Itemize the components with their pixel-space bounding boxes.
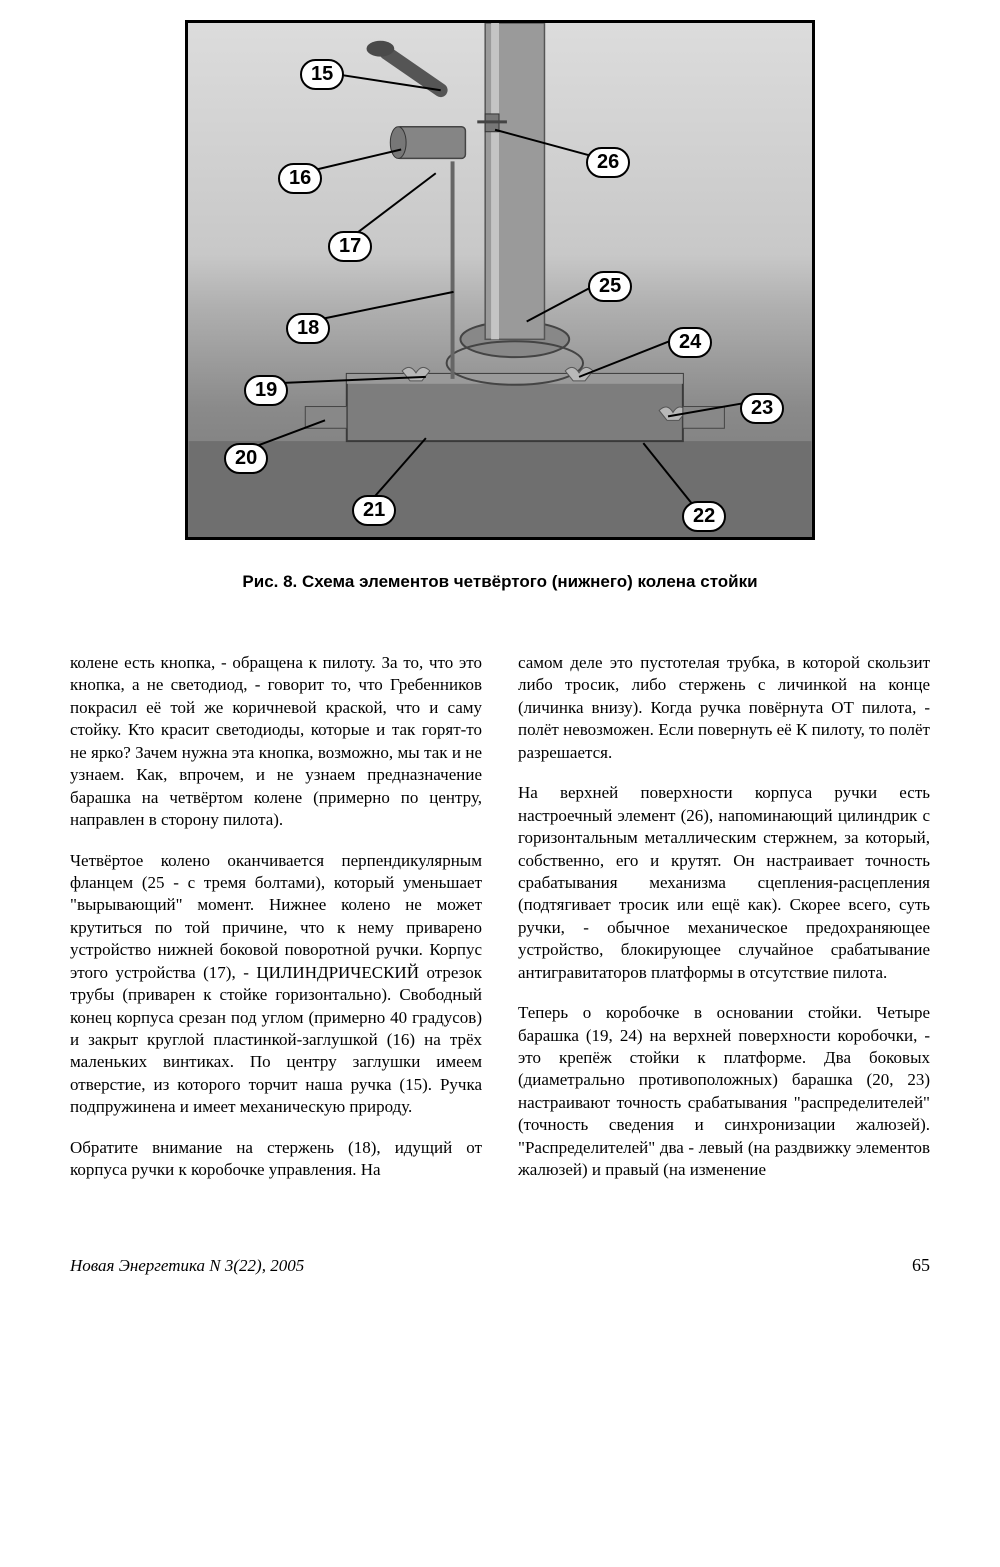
footer-publication: Новая Энергетика N 3(22), 2005 — [70, 1256, 304, 1276]
callout-15: 15 — [300, 59, 344, 90]
figure-svg — [188, 23, 812, 537]
paragraph: На верхней поверхности корпуса ручки ест… — [518, 782, 930, 984]
paragraph: Обратите внимание на стержень (18), идущ… — [70, 1137, 482, 1182]
callout-21: 21 — [352, 495, 396, 526]
callout-26: 26 — [586, 147, 630, 178]
paragraph: Теперь о коробочке в основании стойки. Ч… — [518, 1002, 930, 1182]
figure-caption: Рис. 8. Схема элементов четвёртого (нижн… — [242, 572, 757, 592]
callout-25: 25 — [588, 271, 632, 302]
paragraph: Четвёртое колено оканчивается перпендику… — [70, 850, 482, 1119]
paragraph: колене есть кнопка, - обращена к пилоту.… — [70, 652, 482, 832]
figure-diagram: 15 16 17 26 25 18 24 19 23 20 21 22 — [185, 20, 815, 540]
callout-22: 22 — [682, 501, 726, 532]
paragraph: самом деле это пустотелая трубка, в кото… — [518, 652, 930, 764]
figure-container: 15 16 17 26 25 18 24 19 23 20 21 22 Рис. 8. Схема э… — [70, 20, 930, 592]
column-left: колене есть кнопка, - обращена к пилоту.… — [70, 652, 482, 1200]
callout-18: 18 — [286, 313, 330, 344]
column-right: самом деле это пустотелая трубка, в кото… — [518, 652, 930, 1200]
footer-page-number: 65 — [912, 1255, 930, 1276]
callout-19: 19 — [244, 375, 288, 406]
callout-24: 24 — [668, 327, 712, 358]
callout-20: 20 — [224, 443, 268, 474]
callout-17: 17 — [328, 231, 372, 262]
callout-16: 16 — [278, 163, 322, 194]
callout-23: 23 — [740, 393, 784, 424]
body-columns: колене есть кнопка, - обращена к пилоту.… — [70, 652, 930, 1200]
page-footer: Новая Энергетика N 3(22), 2005 65 — [70, 1255, 930, 1276]
